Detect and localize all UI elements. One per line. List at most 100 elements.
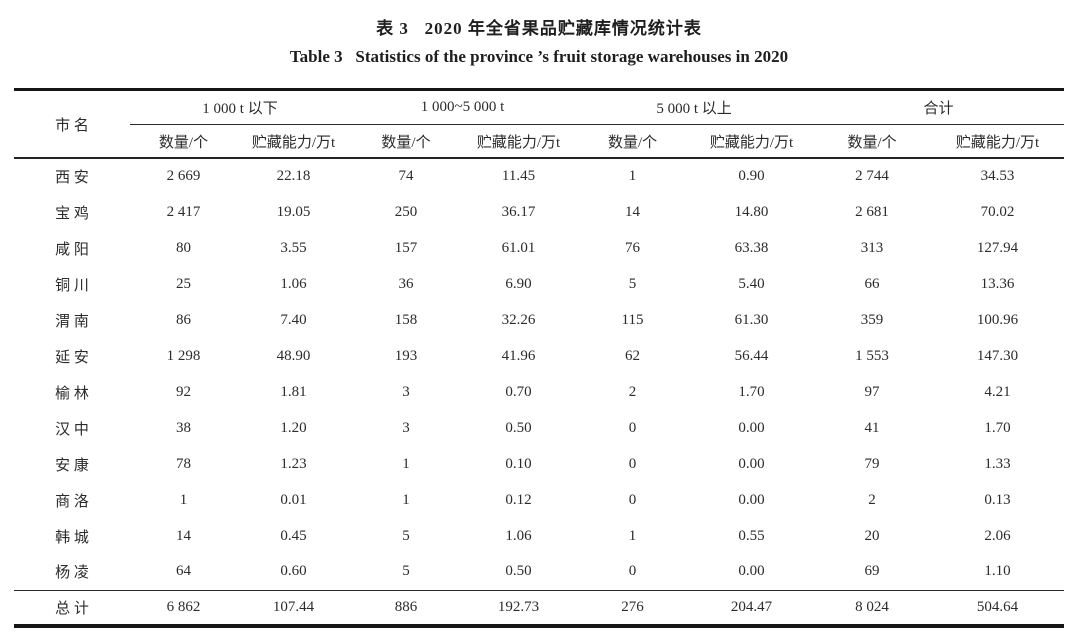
- table-cell: 0.45: [280, 527, 307, 544]
- table-cell: 1.10: [984, 563, 1011, 580]
- table-row: 渭 南 86 7.40 158 32.26 115 61.30 359 100.96: [14, 302, 1064, 338]
- column-group-under-1000t: 1 000 t 以下: [130, 89, 351, 125]
- table-cell: 41: [864, 419, 880, 436]
- table-cell: 1.70: [984, 419, 1011, 436]
- table-cell: 0: [628, 455, 637, 472]
- subheader-count: 数量/个: [575, 124, 691, 159]
- table-cell: 19.05: [276, 203, 311, 220]
- table-cell: 158: [394, 311, 418, 328]
- table-cell: 204.47: [690, 589, 814, 626]
- table-cell: 1: [628, 527, 637, 544]
- table-cell: 2: [868, 491, 876, 508]
- table-cell: 250: [394, 203, 418, 220]
- row-city-label: 咸 阳: [55, 241, 89, 258]
- table-cell: 192.73: [462, 589, 576, 626]
- table-cell: 1: [402, 455, 410, 472]
- row-city-label: 商 洛: [55, 493, 89, 510]
- row-city-label: 杨 凌: [55, 565, 89, 582]
- table-cell: 1.23: [280, 455, 307, 472]
- table-cell: 0.00: [738, 563, 765, 580]
- table-cell: 1.70: [738, 383, 765, 400]
- table-cell: 20: [864, 527, 880, 544]
- row-city-label: 延 安: [55, 349, 89, 366]
- row-city-label: 总 计: [14, 589, 130, 626]
- table-cell: 100.96: [976, 311, 1019, 328]
- table-cell: 3: [402, 419, 410, 436]
- table-cell: 6 862: [130, 589, 237, 626]
- table-cell: 0.00: [738, 455, 765, 472]
- row-city-label: 汉 中: [55, 421, 89, 438]
- table-row: 商 洛 1 0.01 1 0.12 0 0.00 2 0.13: [14, 482, 1064, 518]
- table-row: 榆 林 92 1.81 3 0.70 2 1.70 97 4.21: [14, 374, 1064, 410]
- table-cell: 1.06: [280, 275, 307, 292]
- table-cell: 34.53: [980, 168, 1015, 184]
- table-cell: 1.20: [280, 419, 307, 436]
- fruit-storage-statistics-table: 市 名 1 000 t 以下 1 000~5 000 t 5 000 t 以上 …: [14, 88, 1065, 628]
- table-cell: 38: [176, 419, 191, 436]
- table-cell: 0: [628, 563, 637, 580]
- table-cell: 56.44: [734, 347, 769, 364]
- subheader-count: 数量/个: [350, 124, 463, 159]
- table-row: 西 安 2 669 22.18 74 11.45 1 0.90 2 744 34.53: [14, 158, 1064, 194]
- table-row: 延 安 1 298 48.90 193 41.96 62 56.44 1 553 147.30: [14, 338, 1064, 374]
- table-cell: 69: [864, 563, 880, 580]
- table-cell: 359: [860, 311, 884, 328]
- table-cell: 5: [402, 563, 410, 580]
- table-cell: 313: [860, 239, 884, 256]
- row-city-label: 宝 鸡: [55, 205, 89, 222]
- subheader-capacity: 贮藏能力/万t: [931, 124, 1065, 159]
- table-cell: 76: [625, 239, 641, 256]
- table-cell: 6.90: [505, 275, 532, 292]
- table-caption-chinese: 表 3 2020 年全省果品贮藏库情况统计表: [376, 19, 702, 38]
- table-cell: 0.50: [505, 563, 532, 580]
- table-cell: 61.30: [734, 311, 769, 328]
- subheader-capacity: 贮藏能力/万t: [237, 124, 351, 159]
- table-cell: 1 298: [166, 347, 201, 364]
- table-cell: 70.02: [980, 203, 1015, 220]
- table-cell: 0.55: [738, 527, 765, 544]
- table-cell: 1.06: [505, 527, 532, 544]
- table-cell: 80: [176, 239, 191, 256]
- row-city-label: 安 康: [55, 457, 89, 474]
- table-cell: 2 681: [855, 203, 889, 220]
- table-cell: 2 669: [166, 168, 201, 184]
- table-cell: 1 553: [855, 347, 889, 364]
- table-cell: 0.00: [738, 419, 765, 436]
- table-cell: 79: [864, 455, 880, 472]
- column-group-total: 合计: [813, 89, 1065, 125]
- table-cell: 0.00: [738, 491, 765, 508]
- table-cell: 1: [179, 491, 188, 508]
- table-cell: 66: [864, 275, 880, 292]
- subheader-capacity: 贮藏能力/万t: [690, 124, 814, 159]
- table-row: 韩 城 14 0.45 5 1.06 1 0.55 20 2.06: [14, 518, 1064, 554]
- table-row: 铜 川 25 1.06 36 6.90 5 5.40 66 13.36: [14, 266, 1064, 302]
- table-cell: 92: [176, 383, 191, 400]
- table-cell: 48.90: [276, 347, 311, 364]
- table-cell: 886: [350, 589, 463, 626]
- table-cell: 0.50: [505, 419, 532, 436]
- table-row: 汉 中 38 1.20 3 0.50 0 0.00 41 1.70: [14, 410, 1064, 446]
- row-city-label: 铜 川: [55, 277, 89, 294]
- table-cell: 61.01: [501, 239, 536, 256]
- table-cell: 0.12: [505, 491, 532, 508]
- table-cell: 1: [402, 491, 410, 508]
- table-cell: 5: [402, 527, 410, 544]
- table-cell: 0.10: [505, 455, 532, 472]
- table-cell: 276: [575, 589, 691, 626]
- table-cell: 0.13: [984, 491, 1011, 508]
- group-header-row: 市 名 1 000 t 以下 1 000~5 000 t 5 000 t 以上 …: [14, 89, 1065, 159]
- table-cell: 2.06: [984, 527, 1011, 544]
- table-cell: 97: [864, 383, 880, 400]
- table-cell: 1.33: [984, 455, 1011, 472]
- table-cell: 0.01: [280, 491, 307, 508]
- table-cell: 2 744: [855, 168, 889, 184]
- subheader-capacity: 贮藏能力/万t: [462, 124, 576, 159]
- table-cell: 5.40: [738, 275, 765, 292]
- table-cell: 1: [628, 168, 637, 184]
- table-cell: 504.64: [931, 589, 1065, 626]
- table-row: 宝 鸡 2 417 19.05 250 36.17 14 14.80 2 681 70.02: [14, 194, 1064, 230]
- table-cell: 32.26: [501, 311, 536, 328]
- subheader-count: 数量/个: [813, 124, 932, 159]
- table-cell: 22.18: [276, 168, 311, 184]
